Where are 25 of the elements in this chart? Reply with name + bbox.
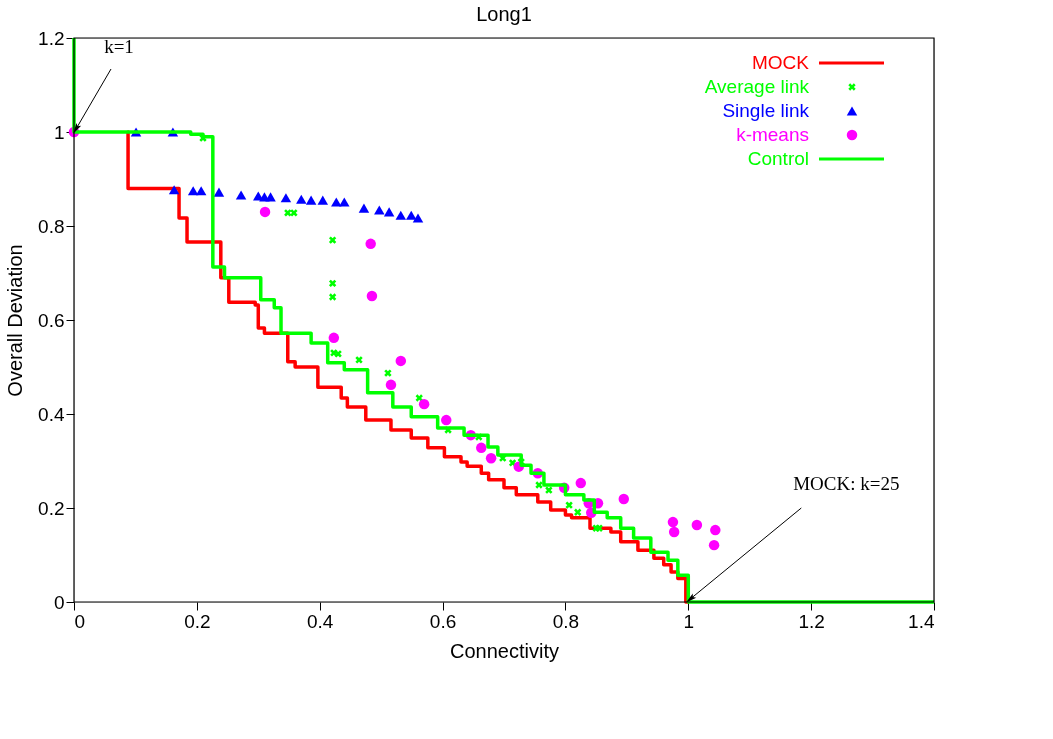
x-tick-label: 1.4 (908, 610, 935, 632)
x-tick-label: 0.4 (307, 610, 334, 632)
annotation: k=1 (104, 36, 134, 57)
x-tick-label: 0 (74, 610, 86, 632)
y-tick-label: 0.2 (38, 497, 65, 519)
y-tick-label: 0.4 (38, 403, 65, 425)
y-tick-label: 0.8 (38, 215, 65, 237)
y-tick-label: 0 (53, 591, 65, 613)
x-axis-title: Connectivity (450, 639, 559, 662)
x-tick-label: 0.8 (552, 610, 580, 632)
x-tick-label: 1.2 (798, 610, 825, 632)
x-tick-label: 1 (683, 610, 695, 632)
legend-label: MOCK (752, 52, 810, 73)
y-tick-label: 1 (53, 121, 65, 143)
x-tick-label: 0.2 (184, 610, 211, 632)
y-tick-label: 0.6 (38, 309, 65, 331)
y-tick-label: 1.2 (38, 27, 65, 49)
chart-title: Long1 (476, 3, 532, 25)
y-axis-title: Overall Deviation (4, 244, 27, 397)
x-tick-label: 0.6 (429, 610, 457, 632)
legend-label: Average link (704, 76, 810, 97)
legend-label: Control (747, 148, 809, 169)
legend-label: Single link (722, 100, 810, 121)
annotation: MOCK: k=25 (793, 473, 900, 494)
legend-label: k-means (736, 124, 809, 145)
